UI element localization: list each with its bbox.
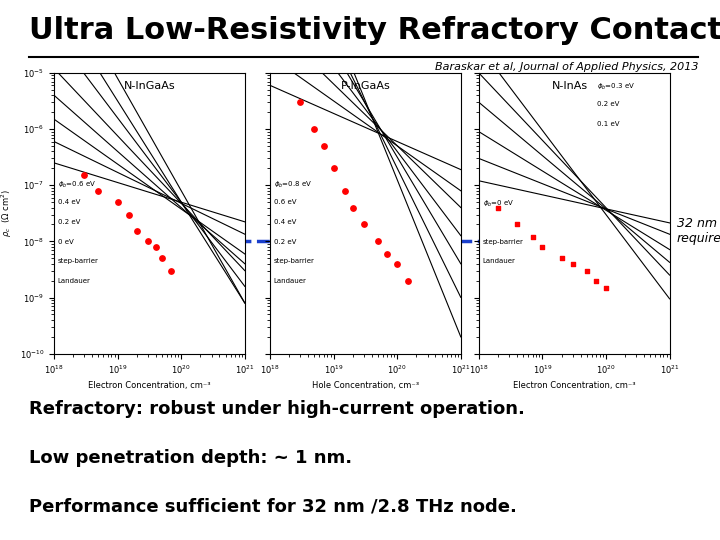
Point [600, 284, 612, 292]
Point [347, 203, 359, 212]
Text: 0.6 eV: 0.6 eV [274, 199, 297, 205]
Point [536, 242, 548, 251]
Text: 0 eV: 0 eV [58, 239, 73, 245]
Point [156, 254, 168, 262]
Point [309, 125, 320, 133]
Text: $\phi_b$=0.3 eV: $\phi_b$=0.3 eV [597, 82, 635, 91]
Point [112, 198, 123, 206]
Point [328, 164, 339, 173]
Text: $\phi_b$=0.8 eV: $\phi_b$=0.8 eV [274, 180, 312, 190]
Point [511, 220, 523, 229]
Text: Ultra Low-Resistivity Refractory Contacts: Ultra Low-Resistivity Refractory Contact… [29, 16, 720, 45]
Point [142, 237, 153, 246]
X-axis label: Electron Concentration, cm⁻³: Electron Concentration, cm⁻³ [88, 381, 211, 390]
Y-axis label: $\rho_c$  ($\Omega$ cm$^2$): $\rho_c$ ($\Omega$ cm$^2$) [0, 190, 14, 237]
Text: $\phi_b$=0 eV: $\phi_b$=0 eV [482, 199, 514, 210]
Point [556, 254, 567, 262]
Text: N-InGaAs: N-InGaAs [124, 82, 175, 91]
Point [372, 237, 384, 246]
Text: Landauer: Landauer [482, 258, 516, 264]
Point [567, 259, 578, 268]
Text: Baraskar et al, Journal of Applied Physics, 2013: Baraskar et al, Journal of Applied Physi… [435, 62, 698, 72]
X-axis label: Hole Concentration, cm⁻³: Hole Concentration, cm⁻³ [312, 381, 419, 390]
Text: Landauer: Landauer [58, 278, 91, 284]
Point [382, 249, 393, 258]
Point [318, 141, 330, 150]
Text: Refractory: robust under high-current operation.: Refractory: robust under high-current op… [29, 401, 525, 418]
X-axis label: Electron Concentration, cm⁻³: Electron Concentration, cm⁻³ [513, 381, 636, 390]
Point [581, 266, 593, 275]
Text: 32 nm  node
requirements: 32 nm node requirements [677, 217, 720, 245]
Text: $\phi_b$=0.6 eV: $\phi_b$=0.6 eV [58, 180, 96, 190]
Point [358, 220, 369, 229]
Point [93, 186, 104, 195]
Text: 0.1 eV: 0.1 eV [597, 120, 620, 127]
Point [492, 203, 504, 212]
Point [166, 266, 177, 275]
Point [392, 259, 403, 268]
Text: 0.2 eV: 0.2 eV [274, 239, 296, 245]
Text: 0.4 eV: 0.4 eV [274, 219, 296, 225]
Point [590, 276, 602, 285]
Text: step-barrier: step-barrier [274, 258, 315, 264]
Point [78, 171, 90, 180]
Text: 0.4 eV: 0.4 eV [58, 199, 80, 205]
Text: Low penetration depth: ~ 1 nm.: Low penetration depth: ~ 1 nm. [29, 449, 352, 467]
Point [402, 276, 414, 285]
Point [339, 186, 351, 195]
Text: 0.2 eV: 0.2 eV [597, 101, 619, 107]
Text: P-InGaAs: P-InGaAs [341, 82, 390, 91]
Text: step-barrier: step-barrier [482, 239, 523, 245]
Text: Performance sufficient for 32 nm /2.8 THz node.: Performance sufficient for 32 nm /2.8 TH… [29, 498, 517, 516]
Point [527, 233, 539, 241]
Point [294, 98, 306, 106]
Text: 0.2 eV: 0.2 eV [58, 219, 80, 225]
Point [131, 227, 143, 236]
Text: N-InAs: N-InAs [552, 82, 588, 91]
Point [123, 210, 135, 219]
Text: Landauer: Landauer [274, 278, 307, 284]
Point [150, 242, 162, 251]
Text: step-barrier: step-barrier [58, 258, 99, 264]
